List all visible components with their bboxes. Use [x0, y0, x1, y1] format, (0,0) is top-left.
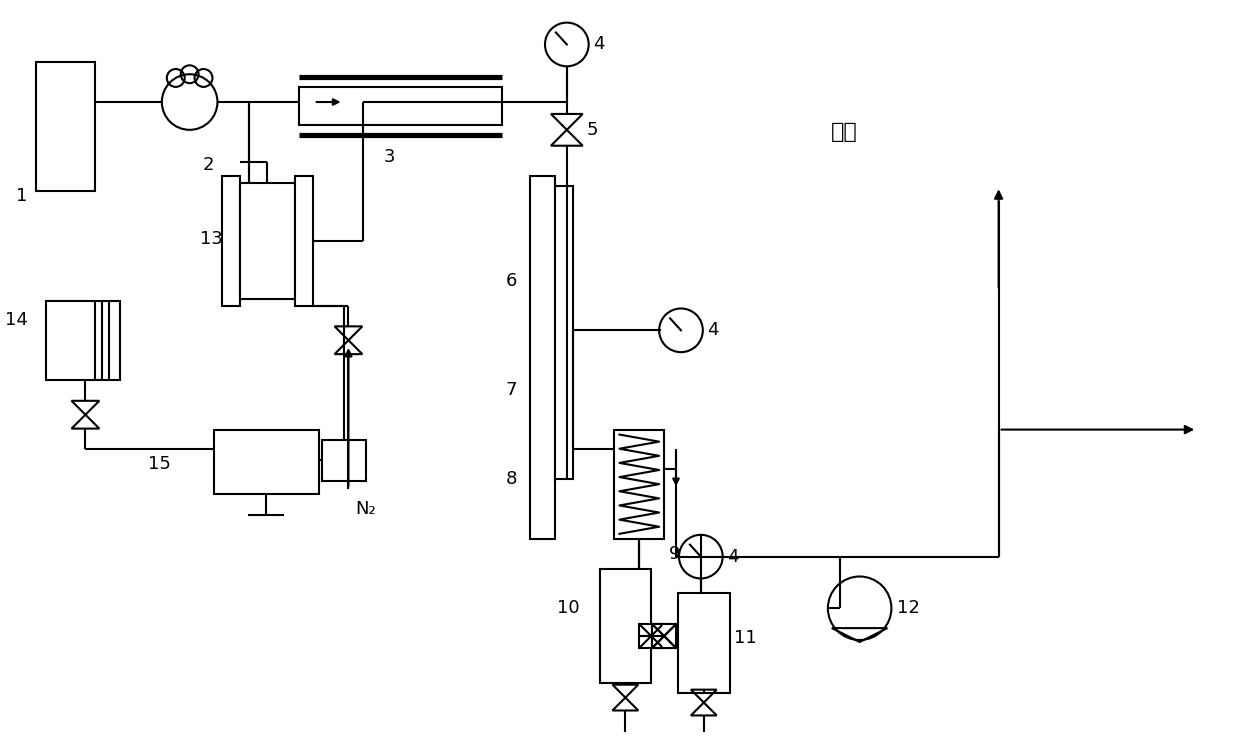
- Text: N₂: N₂: [356, 500, 376, 518]
- Text: 8: 8: [505, 470, 517, 488]
- Text: 5: 5: [587, 121, 598, 139]
- Bar: [556, 187, 573, 479]
- Text: 7: 7: [505, 381, 517, 399]
- Bar: [295, 177, 312, 306]
- Text: 15: 15: [148, 455, 171, 473]
- Text: 4: 4: [727, 548, 738, 565]
- Bar: [640, 624, 663, 648]
- Bar: [46, 300, 120, 380]
- Bar: [241, 184, 295, 299]
- Bar: [678, 593, 729, 693]
- Bar: [36, 62, 95, 191]
- Bar: [615, 430, 665, 539]
- Text: 9: 9: [670, 545, 681, 562]
- Bar: [215, 430, 319, 494]
- Text: 1: 1: [16, 187, 27, 205]
- Text: 2: 2: [202, 156, 215, 174]
- Text: 10: 10: [557, 599, 580, 617]
- Bar: [652, 624, 676, 648]
- Text: 4: 4: [707, 321, 718, 339]
- Text: 12: 12: [898, 599, 920, 617]
- Bar: [222, 177, 241, 306]
- Bar: [600, 568, 651, 682]
- Text: 13: 13: [200, 230, 222, 248]
- Bar: [299, 87, 502, 125]
- Bar: [321, 440, 366, 481]
- Text: 11: 11: [734, 629, 756, 647]
- Text: 6: 6: [505, 272, 517, 290]
- Bar: [652, 624, 676, 648]
- Text: 14: 14: [5, 312, 27, 330]
- Bar: [529, 177, 556, 539]
- Text: 4: 4: [593, 35, 604, 53]
- Text: 放空: 放空: [831, 122, 858, 142]
- Text: 3: 3: [383, 148, 394, 166]
